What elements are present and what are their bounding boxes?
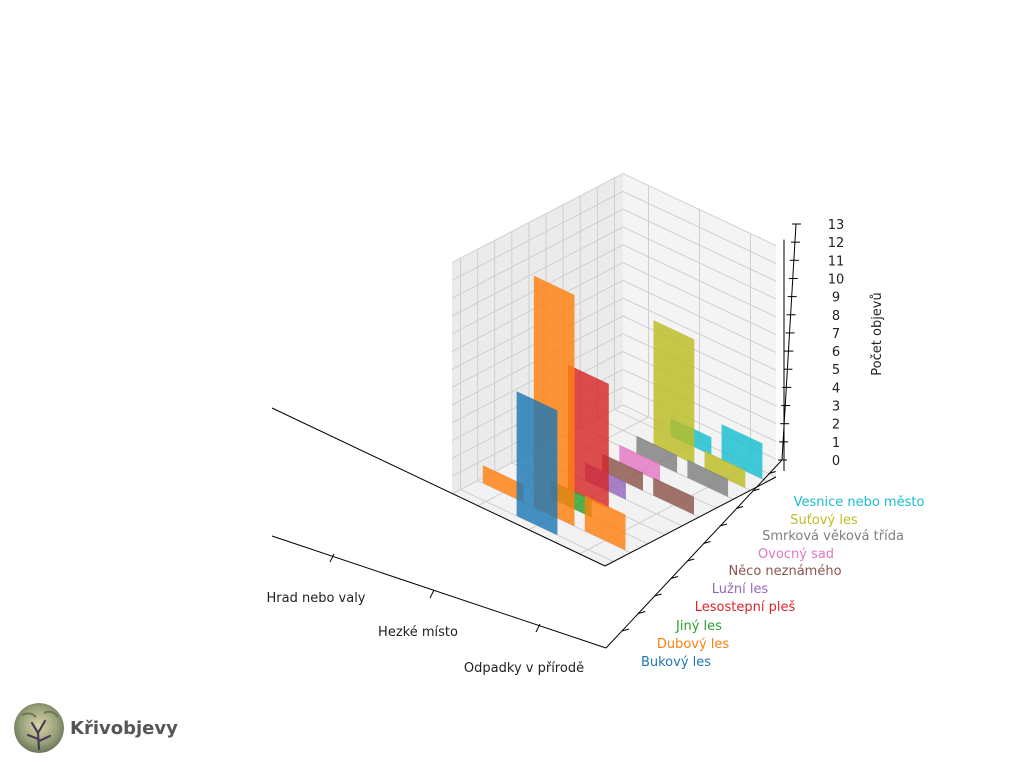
y-tick-label: Suťový les <box>790 513 858 528</box>
brand: Křivobjevy <box>14 703 178 753</box>
y-tick-label: Smrková věková třída <box>762 529 904 544</box>
x-tick <box>329 553 335 563</box>
bars <box>482 275 763 551</box>
z-tick-label: 12 <box>828 236 845 251</box>
tree-photo-logo-icon <box>14 703 64 753</box>
x-tick <box>429 589 435 599</box>
y-tick-label: Jiný les <box>675 619 722 634</box>
y-tick <box>638 611 646 614</box>
z-gridline-back <box>451 190 624 281</box>
tick-labels: Hrad nebo valy Hezké místo Odpadky v příro… <box>266 218 924 676</box>
x-axis-line <box>271 407 606 567</box>
y-tick-label: Něco neznámého <box>728 564 841 579</box>
z-tick-label: 13 <box>828 218 845 233</box>
z-tick-label: 10 <box>828 272 845 287</box>
bar-9-2 <box>653 320 695 464</box>
z-tick-label: 6 <box>832 345 840 360</box>
bar-6-3 <box>653 477 694 515</box>
z-tick-label: 4 <box>832 381 840 396</box>
axes <box>271 223 801 649</box>
z-gridline-back <box>451 208 624 299</box>
z-tick-label: 0 <box>832 454 840 469</box>
z-axis-line-right <box>781 223 797 461</box>
z-tick-label: 3 <box>832 400 840 415</box>
bar-1-2 <box>516 391 558 536</box>
z-tick-label: 7 <box>832 327 840 342</box>
bar-2-3 <box>584 495 626 551</box>
y-tick <box>687 558 695 562</box>
z-tick-label: 11 <box>828 254 845 269</box>
y-tick <box>735 506 744 509</box>
x-tick-label: Hezké místo <box>378 625 458 640</box>
y-tick-label: Lesostepní pleš <box>695 600 796 615</box>
z-tick-label: 9 <box>832 291 840 306</box>
z-gridline-back <box>451 226 624 317</box>
bar-8-3 <box>687 459 729 497</box>
z-gridline-back <box>451 173 624 264</box>
bar-10-3 <box>721 424 763 480</box>
y-gridline-floor <box>460 489 614 563</box>
bar-4-2 <box>568 364 609 509</box>
y-tick-label: Lužní les <box>712 582 769 597</box>
x-tick-label: Hrad nebo valy <box>266 591 365 606</box>
y-tick-label: Ovocný sad <box>758 547 834 562</box>
brand-name: Křivobjevy <box>70 717 178 739</box>
y-tick <box>719 523 727 527</box>
z-tick-label: 2 <box>832 418 840 433</box>
bar-8-2 <box>636 435 678 473</box>
x-axis-line-front <box>271 535 607 649</box>
y-tick <box>654 593 662 597</box>
z-axis-label: Počet objevů <box>870 292 885 375</box>
y-tick <box>621 628 630 632</box>
x-tick <box>535 623 541 633</box>
z-tick-label: 8 <box>832 309 840 324</box>
y-tick-label: Vesnice nebo město <box>794 495 925 510</box>
bar-2-1 <box>482 465 524 503</box>
y-tick <box>670 576 679 579</box>
y-axis-line <box>604 476 777 567</box>
bar-9-3 <box>704 450 746 488</box>
bar-6-2 <box>602 453 643 491</box>
y-tick-label: Dubový les <box>657 637 730 652</box>
z-tick-label: 1 <box>832 436 840 451</box>
z-tick-label: 5 <box>832 363 840 378</box>
y-tick <box>703 541 711 544</box>
y-tick-label: Bukový les <box>641 655 711 670</box>
y-tick <box>768 471 776 474</box>
y-tick <box>752 488 760 492</box>
bar-7-2 <box>619 444 660 482</box>
x-tick-label: Odpadky v přírodě <box>464 661 584 676</box>
